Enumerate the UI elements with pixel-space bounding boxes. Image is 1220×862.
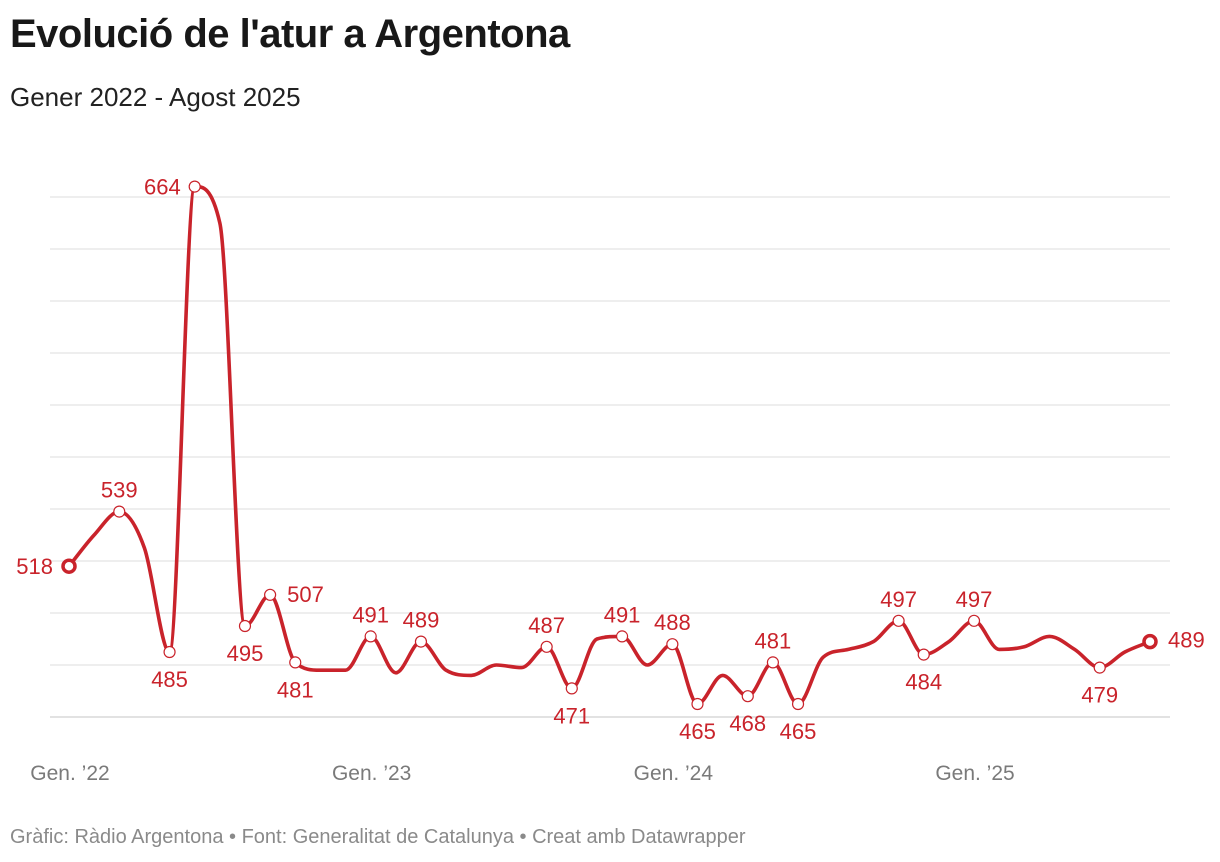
data-point [766,656,780,669]
x-tick-label: Gen. ’25 [935,762,1014,785]
data-point [892,614,905,627]
data-label: 484 [905,670,942,695]
data-point [113,505,126,518]
data-label: 497 [956,587,993,612]
data-label: 507 [287,582,324,607]
data-point [791,697,805,711]
chart-footer: Gràfic: Ràdio Argentona • Font: Generali… [10,826,746,848]
data-label: 479 [1081,683,1118,708]
data-point [163,645,176,659]
x-tick-label: Gen. ’23 [332,762,411,785]
data-point [1093,661,1106,674]
chart-subtitle: Gener 2022 - Agost 2025 [10,82,301,112]
data-label: 465 [780,719,817,744]
data-point [741,690,754,703]
data-point [264,588,277,601]
data-label: 488 [654,610,691,635]
data-point [289,656,302,669]
x-tick-label: Gen. ’24 [634,762,714,785]
data-point [1142,633,1158,650]
data-label: 471 [553,703,590,728]
data-label: 481 [277,677,314,702]
data-label: 664 [144,175,181,200]
data-point [540,640,553,653]
data-point [414,635,428,648]
data-point [666,638,679,651]
data-label: 487 [528,613,565,638]
data-point [691,697,704,711]
data-point [917,648,930,661]
data-label: 489 [1168,628,1205,653]
line-chart: Gen. ’22 Gen. ’23 Gen. ’24 Gen. ’25 518 539 48… [16,175,1205,785]
data-label: 539 [101,478,138,503]
data-point [364,630,377,643]
data-point [615,630,629,643]
data-label: 518 [16,554,53,579]
data-point [61,558,77,574]
data-point [967,614,981,627]
data-label: 491 [604,602,641,627]
data-point [565,682,578,695]
data-point [238,619,252,633]
data-label: 465 [679,719,716,744]
x-tick-label: Gen. ’22 [30,762,109,785]
data-label: 495 [227,641,264,666]
data-label: 497 [880,587,917,612]
data-label: 481 [755,628,792,653]
data-point [188,180,201,193]
data-label: 491 [352,602,389,627]
data-label: 468 [729,711,766,736]
chart-title: Evolució de l'atur a Argentona [10,12,570,56]
data-label: 489 [403,608,440,633]
data-label: 485 [151,667,188,692]
